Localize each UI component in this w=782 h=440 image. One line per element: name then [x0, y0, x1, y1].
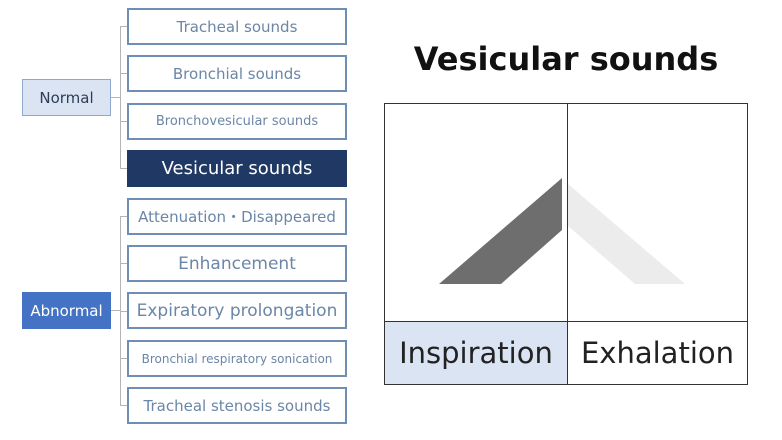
- detail-title: Vesicular sounds: [413, 40, 719, 78]
- item-enhancement[interactable]: Enhancement: [127, 245, 347, 282]
- normal-bracket: [120, 26, 121, 169]
- abnormal-tick-5: [120, 405, 127, 406]
- item-label: Tracheal stenosis sounds: [143, 396, 331, 415]
- abnormal-tick-1: [120, 216, 127, 217]
- item-label: Vesicular sounds: [161, 158, 313, 179]
- inspiration-shape: [439, 178, 562, 284]
- sound-diagram: Inspiration Exhalation: [384, 103, 748, 385]
- item-bronchial-respiratory-sonication[interactable]: Bronchial respiratory sonication: [127, 340, 347, 377]
- item-label: Attenuation・Disappeared: [138, 208, 336, 226]
- normal-tick-2: [120, 73, 127, 74]
- normal-connector: [111, 97, 120, 98]
- phase-divider: [567, 104, 568, 384]
- normal-tick-1: [120, 26, 127, 27]
- category-normal-label: Normal: [39, 88, 94, 107]
- exhalation-shape: [568, 184, 685, 284]
- item-expiratory-prolongation[interactable]: Expiratory prolongation: [127, 292, 347, 329]
- abnormal-tick-2: [120, 263, 127, 264]
- item-label: Enhancement: [178, 253, 296, 274]
- item-tracheal-sounds[interactable]: Tracheal sounds: [127, 8, 347, 45]
- category-abnormal[interactable]: Abnormal: [22, 292, 111, 329]
- normal-tick-4: [120, 168, 127, 169]
- item-label: Bronchovesicular sounds: [155, 114, 319, 129]
- sound-shapes: [439, 178, 685, 284]
- item-bronchial-sounds[interactable]: Bronchial sounds: [127, 55, 347, 92]
- abnormal-tick-3: [120, 311, 127, 312]
- abnormal-tick-4: [120, 358, 127, 359]
- item-bronchovesicular-sounds[interactable]: Bronchovesicular sounds: [127, 103, 347, 140]
- item-label: Bronchial respiratory sonication: [141, 351, 333, 366]
- inspiration-label: Inspiration: [385, 322, 567, 384]
- abnormal-connector: [111, 310, 120, 311]
- category-abnormal-label: Abnormal: [30, 301, 103, 320]
- exhalation-label: Exhalation: [568, 322, 747, 384]
- item-label: Bronchial sounds: [172, 64, 302, 83]
- item-tracheal-stenosis-sounds[interactable]: Tracheal stenosis sounds: [127, 387, 347, 424]
- item-attenuation-disappeared[interactable]: Attenuation・Disappeared: [127, 198, 347, 235]
- normal-tick-3: [120, 121, 127, 122]
- item-label: Expiratory prolongation: [136, 300, 338, 321]
- category-normal[interactable]: Normal: [22, 79, 111, 116]
- item-vesicular-sounds[interactable]: Vesicular sounds: [127, 150, 347, 187]
- item-label: Tracheal sounds: [176, 17, 298, 36]
- label-divider: [385, 321, 747, 322]
